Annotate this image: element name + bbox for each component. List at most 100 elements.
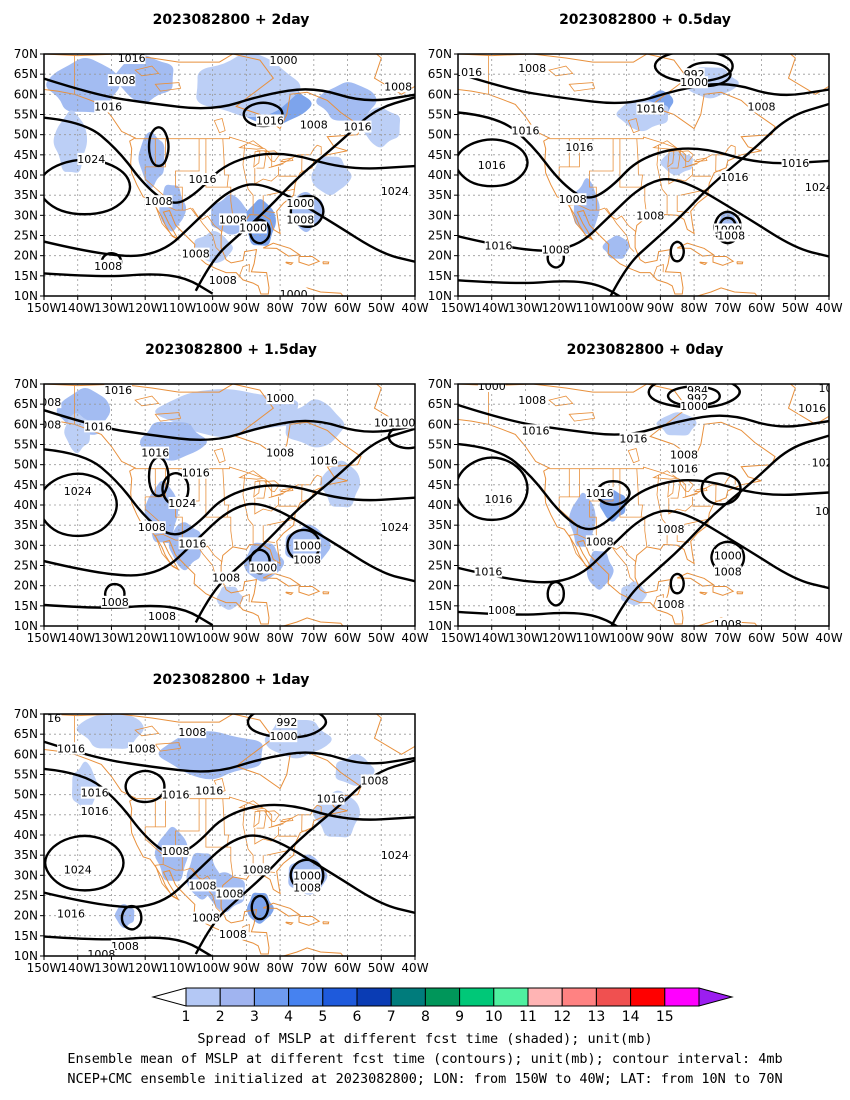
contour-label: 1024 [812,457,840,470]
contour-label-bg [293,881,321,894]
lake-outline [154,412,182,422]
contour-label: 1016 [84,420,112,433]
contour-label: 1016 [670,463,698,476]
contour-line [44,77,415,110]
state-border [154,535,180,570]
contour-label: 1008 [518,394,546,407]
contour-label-bg [670,448,698,461]
contour-label-bg [818,384,829,395]
x-tick-label: 100W [195,301,230,315]
contour-label-bg [293,539,321,552]
contour-label: 1008 [542,244,570,257]
contour-label-bg [811,456,829,469]
colorbar-swatch [561,987,597,1007]
y-tick-label: 10N [14,289,38,303]
contour-label-bg [714,549,742,562]
map-panel-2day: 1016 1008 1016 1024 1008 1016 1016 1000 1008 1016… [14,47,429,315]
lake-outline [264,810,280,823]
x-tick-label: 150W [27,301,62,315]
state-border [680,188,709,196]
contour-label-bg [458,66,482,79]
contour-ring [653,54,734,83]
contour-label: 1008 [266,447,294,460]
contour-label: 1016 [178,537,206,550]
contour-label-bg [215,887,244,900]
colorbar-swatch [185,987,221,1007]
contour-label: 1016 [256,115,284,128]
colorbar-level-label: 3 [250,1009,259,1025]
contour-label-bg [77,152,106,165]
contour-line [458,442,829,531]
contour-ring [669,572,685,595]
coastline [373,54,415,95]
coastline [787,54,829,95]
x-tick-label: 110W [162,301,197,315]
x-tick-label: 40W [401,301,428,315]
y-tick-label: 55N [14,108,38,122]
contour-label-bg [518,394,546,407]
y-tick-label: 50N [14,458,38,472]
y-tick-label: 45N [14,148,38,162]
colorbar-level-label: 6 [353,1009,362,1025]
contour-line [609,102,829,296]
y-tick-label: 20N [14,249,38,263]
colorbar-level-label: 12 [553,1009,571,1025]
contour-label-bg [714,565,742,578]
plot-area: 1000100898499210001011016101610161008101… [458,384,840,626]
lake-outline [154,82,182,92]
coastline [322,921,330,925]
y-tick-label: 50N [428,458,452,472]
contour-label-bg [188,879,217,892]
contour-label-bg [511,124,540,137]
contour-label-bg [394,416,415,429]
y-tick-label: 10N [14,949,38,963]
plot-area: 1016 1008 1016 1024 1008 1016 1016 1000 1008 1016… [44,54,415,296]
spread-shade [216,586,244,610]
contour-label-bg [656,597,685,610]
colorbar-level-label: 4 [284,1009,293,1025]
contour-label-bg [484,492,513,505]
state-border [262,525,276,543]
contour-label-bg [161,788,190,801]
contour-label: 1008 [559,193,587,206]
x-tick-label: 80W [681,301,708,315]
contour-ring [700,472,742,506]
y-tick-label: 70N [428,377,452,391]
contour-label: 1008 [286,213,314,226]
contour-label-bg [266,392,294,405]
colorbar-level-label: 11 [519,1009,537,1025]
spread-shade [196,54,301,118]
contour-label: 1016 [94,100,122,113]
contour-ring [147,126,170,168]
y-tick-label: 30N [14,208,38,222]
contour-label-bg [57,907,85,920]
contour-label: 1008 [293,553,321,566]
contour-label: 1008 [586,535,614,548]
colorbar-level-label: 2 [216,1009,225,1025]
x-tick-label: 80W [681,631,708,645]
state-border [154,205,180,240]
x-tick-label: 140W [474,631,509,645]
contour-label: 1000 [293,539,321,552]
contour-label: 1008 [111,940,139,953]
contour-label: 1016 [310,455,338,468]
contour-label-bg [192,911,220,924]
x-tick-label: 40W [401,961,428,975]
state-border [256,150,268,169]
contour-label: 1016 [522,424,550,437]
contour-label-bg [144,195,173,208]
contour-label: 1008 [636,209,664,222]
contour-label: 1000 [680,400,708,413]
contour-label-bg [279,287,308,296]
contour-label-bg [239,221,267,234]
contour-label: 1000 [266,392,294,405]
contour-line [610,434,829,626]
panel-title-1day: 2023082800 + 1day [152,672,310,688]
contour-label: 1008 [361,775,389,788]
coastline [282,617,344,626]
coastline [298,916,321,926]
state-border [254,166,279,185]
contour-label-bg [558,193,587,206]
coastline [262,242,302,257]
